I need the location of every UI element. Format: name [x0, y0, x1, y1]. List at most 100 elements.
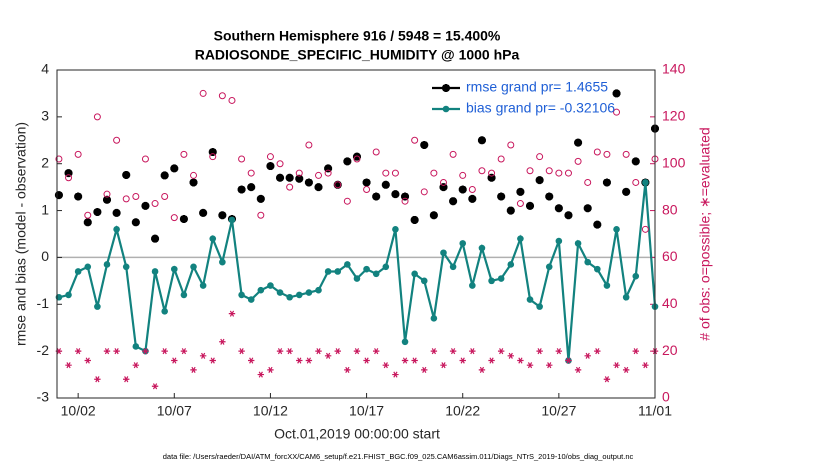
possible-marker — [574, 157, 582, 165]
evaluated-marker — [74, 348, 82, 355]
bias-marker — [363, 265, 370, 273]
possible-marker — [632, 178, 640, 186]
y-tick-label: -2 — [37, 342, 50, 358]
bias-marker — [315, 286, 322, 294]
rmse-marker — [93, 207, 102, 216]
rmse-marker — [458, 185, 467, 194]
evaluated-marker — [248, 357, 255, 364]
evaluated-marker — [171, 357, 178, 364]
y2-axis-label: # of obs: o=possible; ∗=evaluated — [697, 127, 713, 340]
legend-marker — [442, 105, 450, 113]
evaluated-marker — [344, 366, 351, 373]
possible-marker — [545, 167, 553, 175]
rmse-marker — [477, 136, 486, 145]
rmse-marker — [199, 208, 208, 217]
bias-marker — [584, 258, 592, 266]
rmse-marker — [497, 192, 506, 201]
rmse-marker — [564, 211, 573, 220]
rmse-marker — [141, 201, 150, 210]
evaluated-marker — [267, 366, 274, 373]
evaluated-marker — [84, 357, 91, 364]
rmse-marker — [218, 211, 227, 220]
y2-tick-label: 20 — [662, 342, 678, 358]
possible-marker — [382, 169, 390, 177]
possible-marker — [488, 169, 496, 177]
evaluated-marker — [151, 383, 159, 390]
possible-marker — [536, 153, 544, 161]
evaluated-marker — [536, 348, 543, 355]
rmse-marker — [276, 173, 285, 182]
x-tick-label: 10/02 — [61, 403, 96, 419]
evaluated-marker — [372, 348, 380, 355]
possible-marker — [228, 96, 236, 104]
possible-marker — [343, 197, 351, 205]
y2-tick-label: 140 — [662, 61, 686, 77]
evaluated-marker — [113, 348, 120, 355]
x-tick-label: 10/27 — [541, 403, 576, 419]
possible-marker — [324, 169, 332, 177]
bias-marker — [642, 179, 649, 186]
rmse-marker — [295, 174, 304, 183]
possible-marker — [238, 155, 246, 163]
y-tick-label: 0 — [41, 248, 49, 264]
evaluated-marker — [440, 362, 447, 369]
evaluated-marker — [574, 366, 582, 373]
evaluated-marker — [219, 338, 226, 345]
x-tick-label: 10/12 — [253, 403, 288, 419]
bias-marker — [132, 343, 140, 350]
evaluated-marker — [401, 357, 409, 364]
x-tick-label: 11/01 — [638, 403, 672, 419]
rmse-marker — [343, 157, 352, 166]
evaluated-marker — [469, 348, 476, 355]
rmse-marker — [189, 178, 198, 187]
rmse-marker — [151, 234, 160, 243]
rmse-marker — [160, 171, 169, 180]
bias-marker — [228, 216, 236, 224]
possible-marker — [180, 150, 188, 158]
rmse-marker — [574, 138, 583, 147]
bias-marker — [103, 261, 111, 268]
bias-marker — [497, 275, 505, 282]
evaluated-marker — [199, 352, 207, 359]
possible-marker — [65, 174, 73, 182]
evaluated-marker — [65, 362, 72, 369]
bias-marker — [459, 240, 467, 247]
bias-marker — [209, 235, 217, 242]
evaluated-marker — [353, 348, 361, 355]
possible-marker — [420, 188, 428, 196]
rmse-marker — [545, 192, 554, 201]
possible-marker — [199, 89, 207, 97]
rmse-marker — [516, 187, 525, 196]
bias-marker — [411, 270, 418, 278]
chart-title: Southern Hemisphere 916 / 5948 = 15.400% — [214, 28, 501, 44]
legend-marker — [441, 83, 451, 93]
possible-marker — [84, 211, 92, 219]
rmse-marker — [429, 211, 438, 220]
possible-marker — [401, 197, 409, 205]
y2-tick-label: 40 — [662, 295, 678, 311]
rmse-marker — [506, 206, 515, 215]
evaluated-marker — [103, 348, 111, 355]
rmse-marker — [64, 169, 73, 178]
y-tick-label: 4 — [41, 61, 49, 77]
possible-marker — [516, 200, 524, 208]
bias-marker — [469, 282, 476, 289]
bias-marker — [286, 293, 293, 301]
y2-tick-label: 80 — [662, 201, 678, 217]
rmse-marker — [333, 180, 342, 189]
possible-marker — [315, 171, 323, 179]
evaluated-marker — [526, 362, 534, 369]
rmse-marker — [391, 190, 400, 199]
bias-marker — [622, 293, 630, 301]
bias-marker — [372, 270, 380, 278]
rmse-marker — [593, 220, 602, 229]
possible-marker — [103, 190, 111, 198]
rmse-marker — [83, 218, 92, 227]
y-axis-label: rmse and bias (model - observation) — [13, 122, 29, 346]
plot-frame — [56, 69, 656, 399]
rmse-marker — [314, 183, 323, 192]
possible-marker — [295, 169, 303, 177]
bias-marker — [65, 291, 72, 299]
bias-marker — [190, 263, 197, 271]
bias-marker — [276, 289, 284, 296]
